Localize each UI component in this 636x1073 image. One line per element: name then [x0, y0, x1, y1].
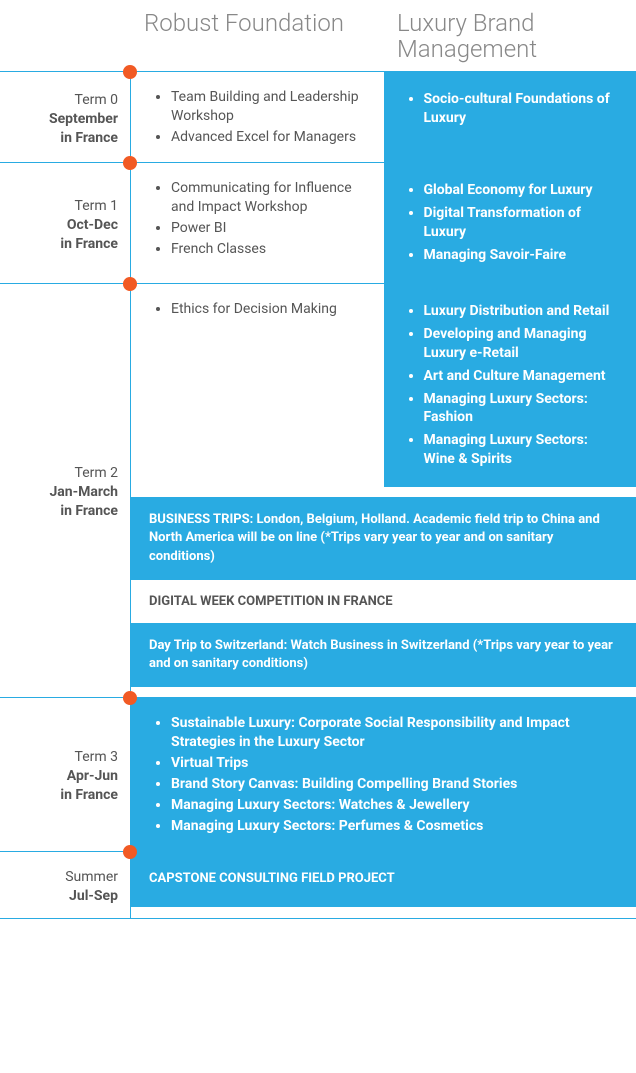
- term-row-1: Term 1 Oct-Dec in France Communicating f…: [0, 162, 636, 283]
- list-item: Luxury Distribution and Retail: [424, 302, 619, 321]
- term-row-3: Term 3 Apr-Jun in France Sustainable Lux…: [0, 697, 636, 851]
- term-content-0: Team Building and Leadership Workshop Ad…: [130, 72, 636, 163]
- header-spacer: [0, 10, 130, 63]
- term-location: in France: [0, 502, 118, 521]
- foundation-column: Team Building and Leadership Workshop Ad…: [131, 72, 384, 163]
- term-name: Summer: [0, 868, 118, 887]
- term-name: Term 0: [0, 91, 118, 110]
- list-item: Ethics for Decision Making: [171, 300, 366, 319]
- term-row-summer: Summer Jul-Sep CAPSTONE CONSULTING FIELD…: [0, 851, 636, 919]
- curriculum-timeline: Robust Foundation Luxury Brand Managemen…: [0, 0, 636, 919]
- timeline-dot-icon: [123, 65, 137, 79]
- term-label-summer: Summer Jul-Sep: [0, 852, 130, 918]
- spacer: [131, 487, 636, 497]
- luxury-column: Socio-cultural Foundations of Luxury: [384, 72, 636, 163]
- term-name: Term 2: [0, 464, 118, 483]
- header-col-foundation: Robust Foundation: [130, 10, 383, 63]
- list-item: Digital Transformation of Luxury: [424, 204, 619, 242]
- term-content-2: Ethics for Decision Making Luxury Distri…: [130, 284, 636, 697]
- list-item: Team Building and Leadership Workshop: [171, 88, 366, 126]
- term-date: Apr-Jun: [0, 767, 118, 786]
- two-columns: Communicating for Influence and Impact W…: [131, 163, 636, 283]
- list-item: Communicating for Influence and Impact W…: [171, 179, 366, 217]
- term-name: Term 3: [0, 748, 118, 767]
- list-item: Power BI: [171, 219, 366, 238]
- term-location: in France: [0, 129, 118, 148]
- term-date: Jan-March: [0, 483, 118, 502]
- term-date: September: [0, 110, 118, 129]
- term-label-0: Term 0 September in France: [0, 72, 130, 163]
- term-date: Jul-Sep: [0, 887, 118, 906]
- list-item: Global Economy for Luxury: [424, 181, 619, 200]
- timeline-dot-icon: [123, 691, 137, 705]
- list-item: Developing and Managing Luxury e-Retail: [424, 325, 619, 363]
- term-content-1: Communicating for Influence and Impact W…: [130, 163, 636, 283]
- list-item: Brand Story Canvas: Building Compelling …: [171, 775, 618, 794]
- list-item: Sustainable Luxury: Corporate Social Res…: [171, 714, 618, 752]
- header-col-luxury: Luxury Brand Management: [383, 10, 636, 63]
- term-location: in France: [0, 235, 118, 254]
- luxury-column: Global Economy for Luxury Digital Transf…: [384, 163, 636, 283]
- list-item: Advanced Excel for Managers: [171, 128, 366, 147]
- list-item: French Classes: [171, 240, 366, 259]
- term-row-2: Term 2 Jan-March in France Ethics for De…: [0, 283, 636, 697]
- term-name: Term 1: [0, 197, 118, 216]
- spacer: [131, 687, 636, 697]
- timeline-dot-icon: [123, 277, 137, 291]
- foundation-column: Communicating for Influence and Impact W…: [131, 163, 384, 283]
- day-trip-bar: Day Trip to Switzerland: Watch Business …: [131, 623, 636, 687]
- list-item: Managing Luxury Sectors: Fashion: [424, 390, 619, 428]
- term-label-1: Term 1 Oct-Dec in France: [0, 163, 130, 283]
- term-row-0: Term 0 September in France Team Building…: [0, 71, 636, 163]
- term-label-3: Term 3 Apr-Jun in France: [0, 698, 130, 851]
- two-columns: Ethics for Decision Making Luxury Distri…: [131, 284, 636, 487]
- foundation-column: Ethics for Decision Making: [131, 284, 384, 487]
- term-content-summer: CAPSTONE CONSULTING FIELD PROJECT: [130, 852, 636, 918]
- capstone-bar: CAPSTONE CONSULTING FIELD PROJECT: [131, 852, 636, 906]
- luxury-column: Luxury Distribution and Retail Developin…: [384, 284, 636, 487]
- business-trips-bar: BUSINESS TRIPS: London, Belgium, Holland…: [131, 497, 636, 580]
- list-item: Managing Savoir-Faire: [424, 246, 619, 265]
- term-location: in France: [0, 786, 118, 805]
- list-item: Managing Luxury Sectors: Wine & Spirits: [424, 431, 619, 469]
- two-columns: Team Building and Leadership Workshop Ad…: [131, 72, 636, 163]
- term-content-3: Sustainable Luxury: Corporate Social Res…: [130, 698, 636, 851]
- term-date: Oct-Dec: [0, 216, 118, 235]
- column-headers: Robust Foundation Luxury Brand Managemen…: [0, 0, 636, 71]
- list-item: Managing Luxury Sectors: Perfumes & Cosm…: [171, 817, 618, 836]
- list-item: Socio-cultural Foundations of Luxury: [424, 90, 619, 128]
- list-item: Art and Culture Management: [424, 367, 619, 386]
- term-label-2: Term 2 Jan-March in France: [0, 284, 130, 697]
- term3-full-list: Sustainable Luxury: Corporate Social Res…: [131, 698, 636, 851]
- list-item: Managing Luxury Sectors: Watches & Jewel…: [171, 796, 618, 815]
- digital-week-bar: DIGITAL WEEK COMPETITION IN FRANCE: [131, 580, 636, 623]
- list-item: Virtual Trips: [171, 754, 618, 773]
